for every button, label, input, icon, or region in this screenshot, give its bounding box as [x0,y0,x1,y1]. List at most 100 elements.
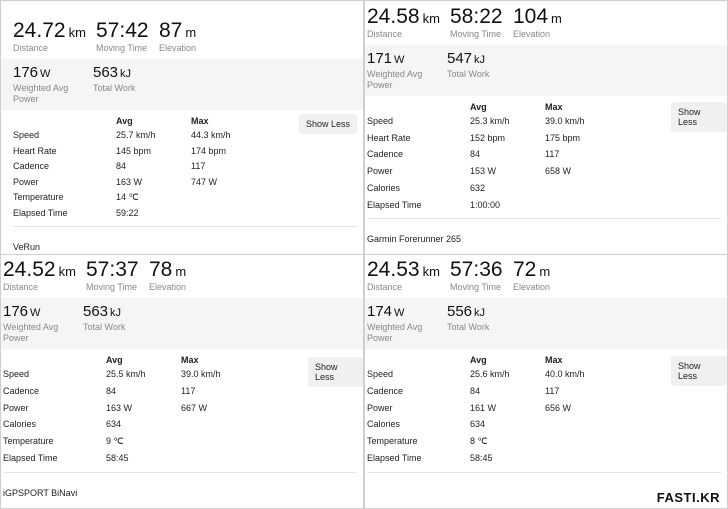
value: 72 [513,258,537,281]
stat-avg: 161 W [470,402,497,413]
distance-label: Distance [13,43,49,53]
avg-header: Avg [470,102,487,112]
stat-label: Heart Rate [13,145,57,156]
value: 24.52 [3,258,56,281]
stat-avg: 25.7 km/h [116,130,156,140]
stat-avg: 153 W [470,166,497,177]
elevation-value: 72 m [513,258,550,282]
work-label: Total Work [93,83,136,93]
max-header: Max [545,355,563,365]
show-less-button[interactable]: Show Less [299,114,358,134]
stat-label: Cadence [367,149,404,160]
stat-max: 39.0 km/h [545,116,585,126]
value: 563 [83,303,109,320]
value: 104 [513,5,549,28]
stat-avg: 25.3 km/h [470,116,510,126]
stat-avg: 163 W [106,402,133,413]
unit: W [30,307,41,319]
value: 57:42 [96,19,149,42]
value: 171 [367,50,393,67]
power-summary-band [365,298,727,349]
stat-label: Temperature [3,436,54,447]
device-name: VeRun [13,241,41,252]
activity-panel: 24.52 km Distance 57:37 Moving Time 78 m Elevat… [0,254,364,509]
value: 24.53 [367,258,420,281]
watermark-logo: FASTI.KR [656,490,720,505]
stat-avg: 84 [470,149,481,160]
moving-time-value: 57:37 [86,258,139,282]
distance-label: Distance [367,282,403,292]
stat-label: Speed [3,369,30,379]
power-summary-band [1,298,363,349]
unit: kJ [120,68,132,80]
value: 24.58 [367,5,420,28]
wap-label: Weighted Avg Power [367,322,423,343]
stat-label: Elapsed Time [13,208,68,218]
activity-panel: 24.58 km Distance 58:22 Moving Time 104 m Eleva… [364,0,728,255]
stat-avg: 84 [470,385,481,396]
value: 57:36 [450,258,503,281]
stat-label: Calories [367,419,401,430]
show-less-button[interactable]: Show Less [308,357,363,387]
wap-value: 171 W [367,50,404,67]
stat-avg: 9 ℃ [106,436,124,447]
stat-max: 40.0 km/h [545,369,585,379]
stat-avg: 59:22 [116,208,139,218]
stat-max: 117 [191,161,206,172]
stat-max: 117 [181,385,196,396]
stat-max: 117 [545,149,560,160]
elevation-value: 87 m [159,19,196,43]
divider [367,471,721,473]
value: 58:22 [450,5,503,28]
distance-value: 24.53 km [367,258,440,282]
stat-label: Power [367,402,393,413]
unit: kJ [474,307,486,319]
unit: kJ [110,307,122,319]
stat-label: Cadence [367,385,404,396]
work-value: 556 kJ [447,303,485,320]
value: 176 [3,303,29,320]
stat-label: Speed [13,130,40,140]
unit: km [58,264,76,279]
unit: W [394,307,405,319]
elevation-value: 78 m [149,258,186,282]
stat-max: 44.3 km/h [191,130,231,140]
stat-label: Power [13,176,39,187]
unit: m [185,25,197,40]
stat-max: 175 bpm [545,132,581,143]
unit: kJ [474,54,486,66]
distance-value: 24.72 km [13,19,86,43]
elevation-value: 104 m [513,5,562,29]
value: 78 [149,258,173,281]
show-less-button[interactable]: Show Less [671,102,727,132]
wap-value: 174 W [367,303,404,320]
stat-max: 174 bpm [191,145,227,156]
unit: W [40,68,51,80]
activity-panel: 24.53 km Distance 57:36 Moving Time 72 m Elevat… [364,254,728,509]
moving-time-value: 58:22 [450,5,503,29]
divider [13,225,357,227]
moving-time-label: Moving Time [86,282,138,292]
show-less-button[interactable]: Show Less [671,356,727,386]
wap-value: 176 W [3,303,40,320]
distance-value: 24.52 km [3,258,76,282]
moving-time-label: Moving Time [96,43,148,53]
stat-max: 117 [545,385,560,396]
value: 57:37 [86,258,139,281]
stat-max: 747 W [191,176,218,187]
stat-label: Power [3,402,29,413]
stat-label: Speed [367,369,394,379]
max-header: Max [545,102,563,112]
avg-header: Avg [116,116,133,126]
unit: m [551,11,562,26]
stat-avg: 84 [106,385,117,396]
stat-label: Elapsed Time [367,453,422,463]
value: 87 [159,19,183,42]
divider [367,218,721,220]
stat-avg: 8 ℃ [470,436,488,447]
unit: km [422,264,440,279]
stat-label: Calories [367,182,401,193]
stat-avg: 84 [116,161,127,172]
wap-label: Weighted Avg Power [13,83,69,104]
unit: m [539,264,551,279]
